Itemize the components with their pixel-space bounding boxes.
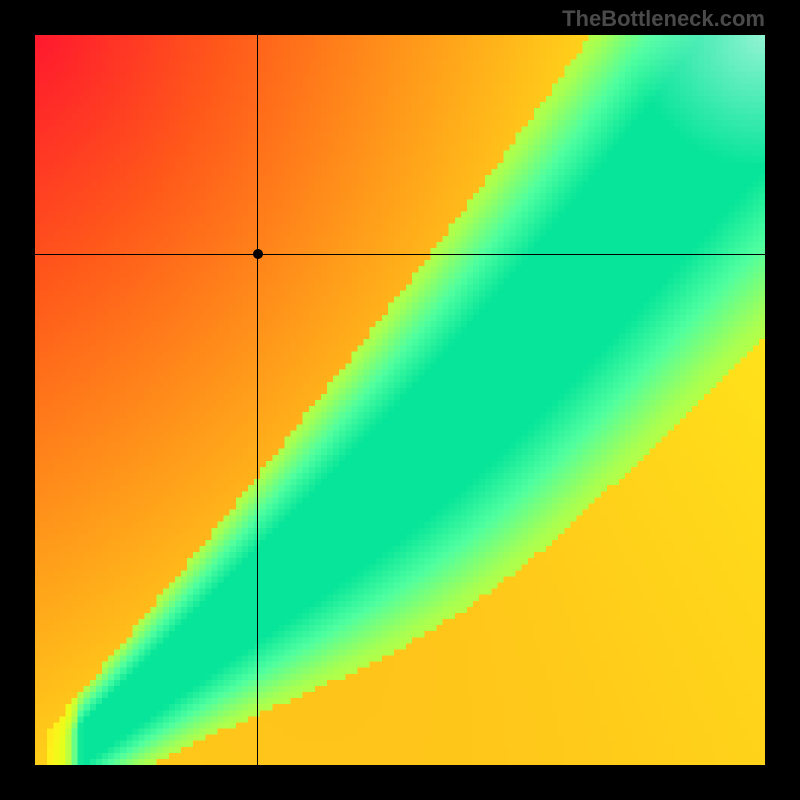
crosshair-vertical bbox=[257, 35, 258, 765]
chart-container: TheBottleneck.com bbox=[0, 0, 800, 800]
crosshair-horizontal bbox=[35, 254, 765, 255]
selected-point-marker bbox=[253, 249, 263, 259]
bottleneck-heatmap bbox=[35, 35, 765, 765]
watermark-text: TheBottleneck.com bbox=[562, 6, 765, 32]
